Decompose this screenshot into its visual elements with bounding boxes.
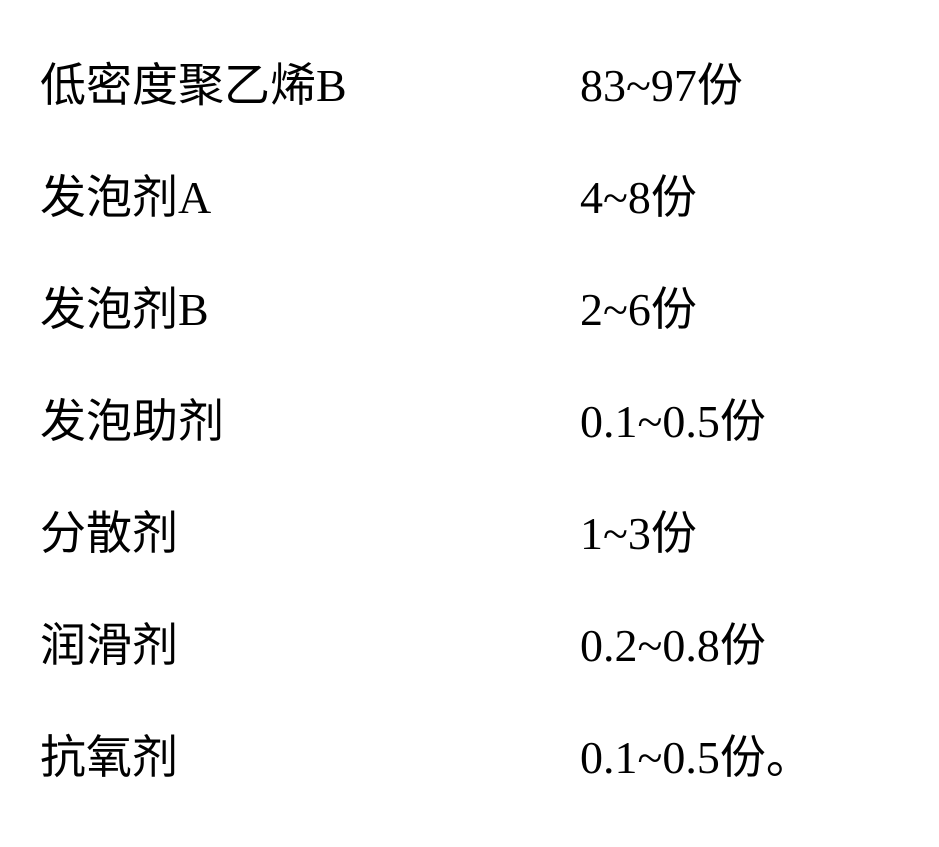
ingredient-amount: 2~6份	[580, 287, 899, 333]
ingredient-amount: 0.2~0.8份	[580, 623, 899, 669]
ingredient-name: 发泡剂A	[40, 175, 580, 221]
ingredient-name: 分散剂	[40, 511, 580, 557]
ingredient-name: 发泡助剂	[40, 399, 580, 445]
table-row: 发泡剂A 4~8份	[40, 142, 899, 254]
ingredient-amount: 0.1~0.5份	[580, 399, 899, 445]
ingredient-name: 抗氧剂	[40, 735, 580, 781]
ingredient-name: 低密度聚乙烯B	[40, 63, 580, 109]
table-row: 低密度聚乙烯B 83~97份	[40, 30, 899, 142]
table-row: 发泡助剂 0.1~0.5份	[40, 366, 899, 478]
table-row: 抗氧剂 0.1~0.5份。	[40, 702, 899, 814]
ingredient-amount: 1~3份	[580, 511, 899, 557]
table-row: 润滑剂 0.2~0.8份	[40, 590, 899, 702]
ingredient-amount: 83~97份	[580, 63, 899, 109]
composition-list: 低密度聚乙烯B 83~97份 发泡剂A 4~8份 发泡剂B 2~6份 发泡助剂 …	[0, 0, 939, 847]
table-row: 发泡剂B 2~6份	[40, 254, 899, 366]
ingredient-name: 润滑剂	[40, 623, 580, 669]
ingredient-name: 发泡剂B	[40, 287, 580, 333]
table-row: 分散剂 1~3份	[40, 478, 899, 590]
ingredient-amount: 0.1~0.5份。	[580, 735, 899, 781]
ingredient-amount: 4~8份	[580, 175, 899, 221]
